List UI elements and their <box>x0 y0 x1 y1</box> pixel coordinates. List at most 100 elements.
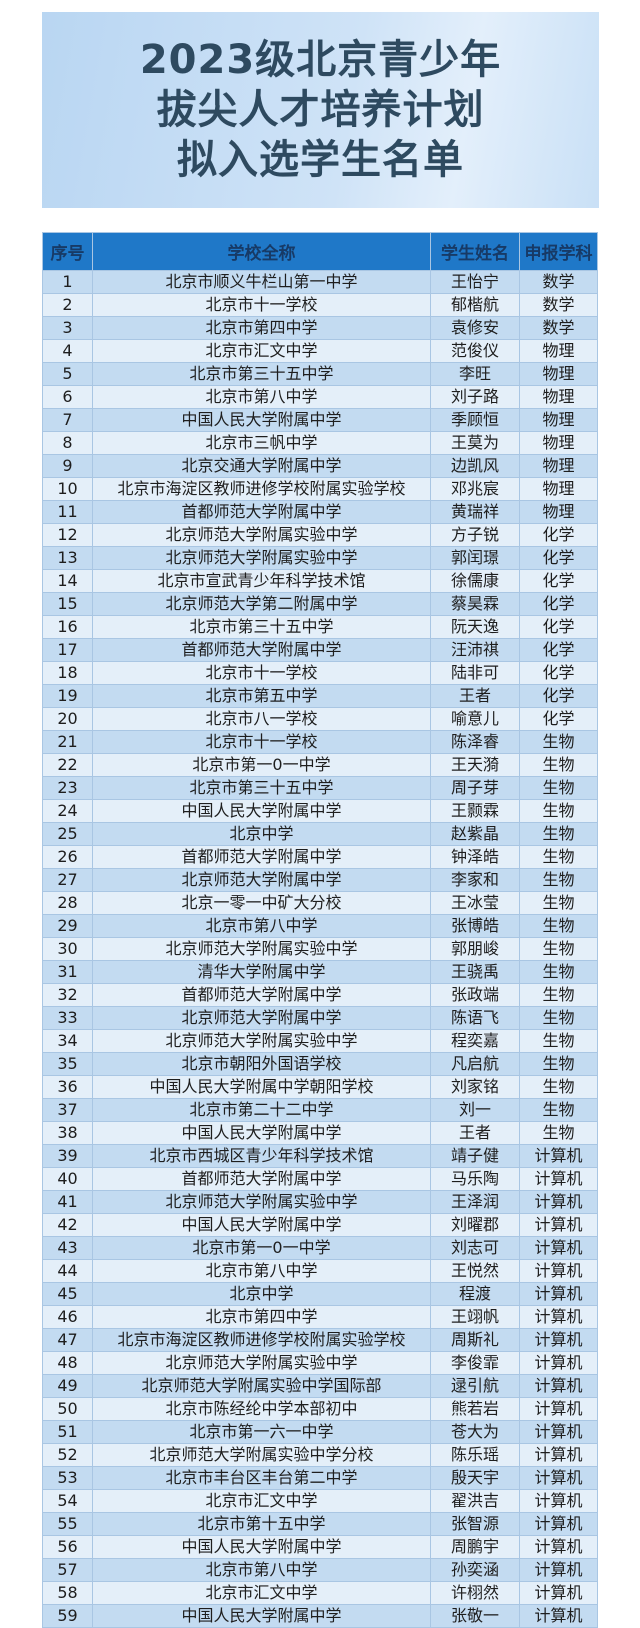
cell-school: 北京师范大学附属实验中学分校 <box>92 1443 431 1467</box>
cell-school: 清华大学附属中学 <box>92 960 431 984</box>
cell-school: 北京市第八中学 <box>92 385 431 409</box>
cell-subject: 生物 <box>519 960 598 984</box>
cell-student-name: 王泽润 <box>430 1190 520 1214</box>
cell-student-name: 郭朋峻 <box>430 937 520 961</box>
cell-index: 45 <box>42 1282 93 1306</box>
cell-school: 北京师范大学附属实验中学 <box>92 937 431 961</box>
cell-subject: 计算机 <box>519 1259 598 1283</box>
cell-student-name: 李旺 <box>430 362 520 386</box>
cell-index: 27 <box>42 868 93 892</box>
cell-school: 北京市第一0一中学 <box>92 753 431 777</box>
cell-index: 7 <box>42 408 93 432</box>
cell-index: 11 <box>42 500 93 524</box>
cell-student-name: 徐儒康 <box>430 569 520 593</box>
cell-subject: 物理 <box>519 408 598 432</box>
cell-subject: 数学 <box>519 270 598 294</box>
cell-student-name: 季顾恒 <box>430 408 520 432</box>
cell-student-name: 方子锐 <box>430 523 520 547</box>
table-row: 58 北京市汇文中学 许栩然 计算机 <box>42 1581 598 1605</box>
table-row: 24 中国人民大学附属中学 王颢霖 生物 <box>42 799 598 823</box>
cell-subject: 生物 <box>519 1121 598 1145</box>
cell-student-name: 靖子健 <box>430 1144 520 1168</box>
table-row: 40 首都师范大学附属中学 马乐陶 计算机 <box>42 1167 598 1191</box>
cell-index: 41 <box>42 1190 93 1214</box>
cell-student-name: 边凯风 <box>430 454 520 478</box>
cell-school: 中国人民大学附属中学 <box>92 1121 431 1145</box>
cell-student-name: 赵紫晶 <box>430 822 520 846</box>
cell-index: 2 <box>42 293 93 317</box>
cell-student-name: 王者 <box>430 684 520 708</box>
cell-index: 36 <box>42 1075 93 1099</box>
cell-student-name: 袁修安 <box>430 316 520 340</box>
cell-index: 34 <box>42 1029 93 1053</box>
table-row: 41 北京师范大学附属实验中学 王泽润 计算机 <box>42 1190 598 1214</box>
cell-subject: 物理 <box>519 362 598 386</box>
table-row: 29 北京市第八中学 张博皓 生物 <box>42 914 598 938</box>
cell-school: 北京市汇文中学 <box>92 339 431 363</box>
cell-school: 中国人民大学附属中学 <box>92 1604 431 1628</box>
cell-student-name: 汪沛祺 <box>430 638 520 662</box>
cell-index: 5 <box>42 362 93 386</box>
cell-subject: 化学 <box>519 638 598 662</box>
title-banner: 2023级北京青少年 拔尖人才培养计划 拟入选学生名单 <box>42 12 599 208</box>
cell-index: 31 <box>42 960 93 984</box>
cell-school: 北京市第八中学 <box>92 1259 431 1283</box>
table-row: 55 北京市第十五中学 张智源 计算机 <box>42 1512 598 1536</box>
cell-student-name: 范俊仪 <box>430 339 520 363</box>
table-row: 11 首都师范大学附属中学 黄瑞祥 物理 <box>42 500 598 524</box>
cell-student-name: 王冰莹 <box>430 891 520 915</box>
cell-school: 北京一零一中矿大分校 <box>92 891 431 915</box>
cell-student-name: 钟泽皓 <box>430 845 520 869</box>
table-row: 19 北京市第五中学 王者 化学 <box>42 684 598 708</box>
table-row: 54 北京市汇文中学 翟洪吉 计算机 <box>42 1489 598 1513</box>
cell-student-name: 张博皓 <box>430 914 520 938</box>
cell-index: 23 <box>42 776 93 800</box>
cell-subject: 计算机 <box>519 1213 598 1237</box>
cell-school: 北京市海淀区教师进修学校附属实验学校 <box>92 477 431 501</box>
table-row: 17 首都师范大学附属中学 汪沛祺 化学 <box>42 638 598 662</box>
cell-student-name: 郭闰璟 <box>430 546 520 570</box>
title-line-2: 拔尖人才培养计划 <box>156 87 485 133</box>
cell-subject: 生物 <box>519 845 598 869</box>
table-row: 31 清华大学附属中学 王骁禹 生物 <box>42 960 598 984</box>
cell-school: 北京市十一学校 <box>92 661 431 685</box>
cell-subject: 计算机 <box>519 1374 598 1398</box>
cell-school: 北京市第三十五中学 <box>92 362 431 386</box>
cell-school: 中国人民大学附属中学 <box>92 1213 431 1237</box>
cell-student-name: 陈语飞 <box>430 1006 520 1030</box>
cell-school: 北京市海淀区教师进修学校附属实验学校 <box>92 1328 431 1352</box>
cell-subject: 物理 <box>519 500 598 524</box>
cell-subject: 计算机 <box>519 1236 598 1260</box>
cell-student-name: 许栩然 <box>430 1581 520 1605</box>
cell-school: 首都师范大学附属中学 <box>92 1167 431 1191</box>
student-list-table: 序号 学校全称 学生姓名 申报学科 1 北京市顺义牛栏山第一中学 王怡宁 数学 2 北京市… <box>42 232 598 1628</box>
cell-index: 3 <box>42 316 93 340</box>
cell-index: 9 <box>42 454 93 478</box>
cell-subject: 生物 <box>519 1006 598 1030</box>
cell-student-name: 王骁禹 <box>430 960 520 984</box>
table-row: 47 北京市海淀区教师进修学校附属实验学校 周斯礼 计算机 <box>42 1328 598 1352</box>
cell-index: 35 <box>42 1052 93 1076</box>
cell-subject: 化学 <box>519 707 598 731</box>
cell-index: 15 <box>42 592 93 616</box>
cell-school: 北京市丰台区丰台第二中学 <box>92 1466 431 1490</box>
cell-student-name: 王悦然 <box>430 1259 520 1283</box>
cell-subject: 生物 <box>519 730 598 754</box>
cell-student-name: 刘一 <box>430 1098 520 1122</box>
cell-subject: 生物 <box>519 1075 598 1099</box>
cell-subject: 计算机 <box>519 1420 598 1444</box>
cell-index: 52 <box>42 1443 93 1467</box>
cell-school: 北京市第五中学 <box>92 684 431 708</box>
cell-student-name: 陈泽睿 <box>430 730 520 754</box>
cell-school: 北京市宣武青少年科学技术馆 <box>92 569 431 593</box>
cell-subject: 化学 <box>519 684 598 708</box>
cell-subject: 计算机 <box>519 1489 598 1513</box>
cell-student-name: 王怡宁 <box>430 270 520 294</box>
cell-subject: 计算机 <box>519 1558 598 1582</box>
cell-student-name: 王莫为 <box>430 431 520 455</box>
cell-index: 46 <box>42 1305 93 1329</box>
table-row: 9 北京交通大学附属中学 边凯风 物理 <box>42 454 598 478</box>
cell-student-name: 蔡昊霖 <box>430 592 520 616</box>
table-row: 52 北京师范大学附属实验中学分校 陈乐瑶 计算机 <box>42 1443 598 1467</box>
cell-student-name: 翟洪吉 <box>430 1489 520 1513</box>
